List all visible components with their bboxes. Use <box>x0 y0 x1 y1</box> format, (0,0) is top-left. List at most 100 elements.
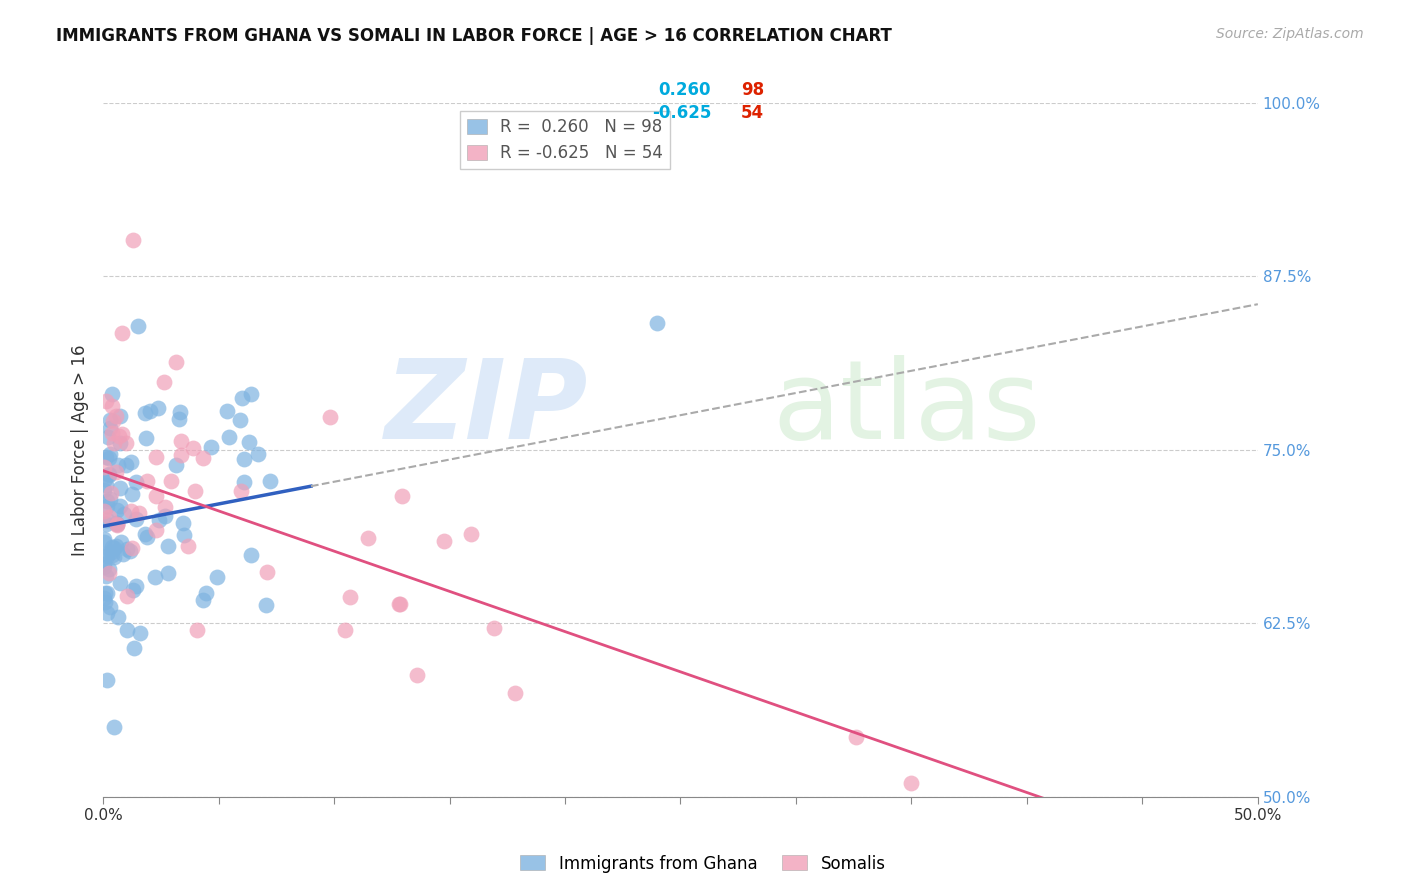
Point <box>482 621 505 635</box>
Point <box>153 500 176 514</box>
Point <box>156 566 179 580</box>
Point <box>233 451 256 466</box>
Point <box>98 491 121 506</box>
Point <box>173 528 195 542</box>
Point <box>115 541 138 556</box>
Point <box>145 489 167 503</box>
Point <box>120 455 142 469</box>
Point <box>184 483 207 498</box>
Point <box>239 386 262 401</box>
Point <box>433 534 456 549</box>
Point <box>93 591 115 605</box>
Point <box>406 668 429 682</box>
Point <box>111 427 134 442</box>
Point <box>105 517 128 532</box>
Point <box>139 404 162 418</box>
Point <box>94 477 117 491</box>
Point <box>231 392 253 406</box>
Text: 54: 54 <box>741 103 763 121</box>
Text: 98: 98 <box>741 81 763 99</box>
Legend: R =  0.260   N = 98, R = -0.625   N = 54: R = 0.260 N = 98, R = -0.625 N = 54 <box>460 112 669 169</box>
Point <box>195 585 218 599</box>
Point <box>218 430 240 444</box>
Point <box>155 508 177 523</box>
Point <box>108 482 131 496</box>
Point <box>193 451 215 466</box>
Point <box>200 440 222 454</box>
Point <box>108 576 131 591</box>
Y-axis label: In Labor Force | Age > 16: In Labor Force | Age > 16 <box>72 344 89 556</box>
Point <box>111 326 134 340</box>
Point <box>96 606 118 620</box>
Point <box>503 686 526 700</box>
Point <box>121 234 143 248</box>
Point <box>254 598 277 612</box>
Point <box>121 487 143 501</box>
Point <box>107 609 129 624</box>
Point <box>93 557 115 571</box>
Point <box>125 512 148 526</box>
Point <box>101 414 124 428</box>
Point <box>191 593 214 607</box>
Point <box>100 545 122 559</box>
Point <box>112 548 135 562</box>
Point <box>391 489 413 503</box>
Point <box>122 640 145 655</box>
Point <box>100 486 122 500</box>
Point <box>93 504 115 518</box>
Point <box>143 570 166 584</box>
Point <box>136 530 159 544</box>
Point <box>845 730 868 744</box>
Point <box>181 441 204 455</box>
Legend: Immigrants from Ghana, Somalis: Immigrants from Ghana, Somalis <box>513 848 893 880</box>
Point <box>97 562 120 576</box>
Point <box>145 450 167 464</box>
Point <box>101 399 124 413</box>
Point <box>94 594 117 608</box>
Point <box>96 494 118 508</box>
Point <box>120 503 142 517</box>
Point <box>103 435 125 450</box>
Point <box>170 434 193 448</box>
Point <box>107 458 129 472</box>
Text: Source: ZipAtlas.com: Source: ZipAtlas.com <box>1216 27 1364 41</box>
Point <box>238 435 260 450</box>
Text: ZIP: ZIP <box>385 355 588 462</box>
Point <box>98 599 121 614</box>
Point <box>96 673 118 687</box>
Point <box>96 430 118 444</box>
Point <box>103 541 125 555</box>
Point <box>98 413 121 427</box>
Point <box>93 471 115 485</box>
Point <box>125 579 148 593</box>
Point <box>229 413 252 427</box>
Point <box>121 541 143 555</box>
Point <box>233 475 256 489</box>
Point <box>186 623 208 637</box>
Point <box>93 483 115 497</box>
Text: 0.260: 0.260 <box>658 81 710 99</box>
Point <box>460 527 482 541</box>
Point <box>146 401 169 416</box>
Point <box>357 531 380 545</box>
Point <box>98 467 121 481</box>
Point <box>333 623 356 637</box>
Point <box>96 586 118 600</box>
Point <box>165 355 187 369</box>
Point <box>177 539 200 553</box>
Point <box>125 475 148 489</box>
Point <box>94 586 117 600</box>
Point <box>110 535 132 549</box>
Point <box>98 421 121 435</box>
Point <box>239 548 262 562</box>
Text: atlas: atlas <box>773 355 1042 462</box>
Point <box>108 409 131 423</box>
Point <box>259 474 281 488</box>
Point <box>134 406 156 420</box>
Point <box>100 540 122 554</box>
Text: -0.625: -0.625 <box>652 103 711 121</box>
Point <box>96 517 118 532</box>
Point <box>900 776 922 790</box>
Point <box>117 623 139 637</box>
Point <box>134 526 156 541</box>
